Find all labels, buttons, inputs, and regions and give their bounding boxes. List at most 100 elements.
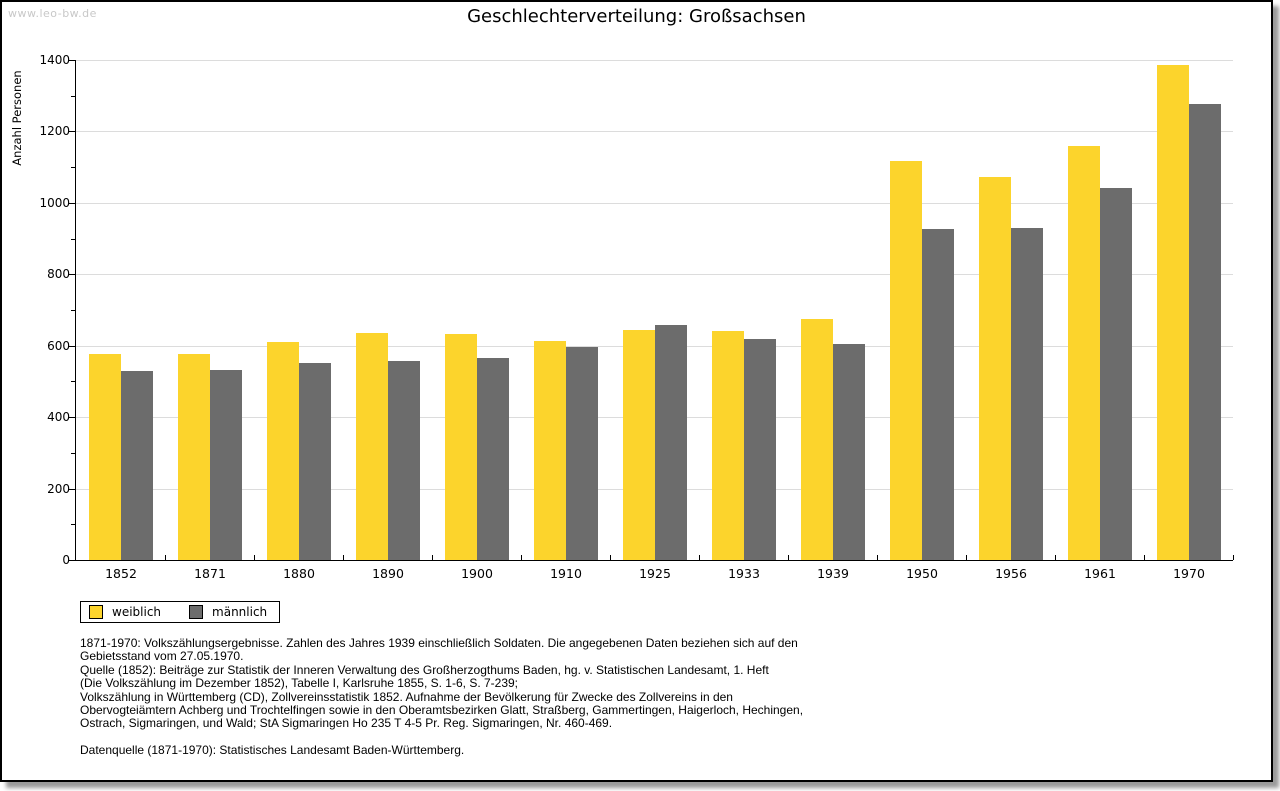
y-tick-label-0: 0 (62, 553, 70, 567)
bar-männlich-1950 (922, 229, 954, 560)
x-tick-10 (966, 555, 967, 560)
y-tick-400 (68, 417, 75, 418)
y-tick-600 (68, 346, 75, 347)
y-tick-label-200: 200 (47, 482, 70, 496)
y-minor-tick-300 (71, 453, 75, 454)
gridline-800 (76, 274, 1233, 275)
bar-weiblich-1900 (445, 334, 477, 560)
bar-männlich-1956 (1011, 228, 1043, 560)
bar-männlich-1970 (1189, 104, 1221, 560)
bar-weiblich-1933 (712, 331, 744, 560)
bar-männlich-1910 (566, 347, 598, 560)
footnote-line: Obervogteiämtern Achberg und Trochtelfin… (80, 703, 804, 718)
bar-weiblich-1961 (1068, 146, 1100, 560)
bar-weiblich-1852 (89, 354, 121, 560)
gridline-1200 (76, 131, 1233, 132)
bar-weiblich-1925 (623, 330, 655, 560)
y-tick-label-600: 600 (47, 339, 70, 353)
x-label-1852: 1852 (105, 566, 137, 581)
footnote-line: Ostrach, Sigmaringen, und Wald; StA Sigm… (80, 716, 613, 731)
bar-weiblich-1871 (178, 354, 210, 560)
footnote-line (80, 731, 940, 744)
y-tick-label-400: 400 (47, 410, 70, 424)
x-label-1925: 1925 (639, 566, 671, 581)
x-tick-2 (254, 555, 255, 560)
bar-weiblich-1890 (356, 333, 388, 560)
x-tick-3 (343, 555, 344, 560)
x-tick-13 (1233, 555, 1234, 560)
y-tick-200 (68, 489, 75, 490)
bar-männlich-1852 (121, 371, 153, 560)
x-tick-5 (521, 555, 522, 560)
y-minor-tick-500 (71, 381, 75, 382)
x-tick-9 (877, 555, 878, 560)
bar-weiblich-1939 (801, 319, 833, 560)
bar-weiblich-1950 (890, 161, 922, 560)
x-tick-6 (610, 555, 611, 560)
legend-label-weiblich: weiblich (112, 605, 162, 619)
bar-männlich-1880 (299, 363, 331, 560)
x-label-1890: 1890 (372, 566, 404, 581)
legend-swatch-männlich (189, 605, 204, 619)
bar-männlich-1939 (833, 344, 865, 560)
y-minor-tick-700 (71, 310, 75, 311)
y-tick-1200 (68, 131, 75, 132)
bar-weiblich-1970 (1157, 65, 1189, 560)
legend-label-männlich: männlich (212, 605, 268, 619)
y-tick-1000 (68, 203, 75, 204)
footnote-line: 1871-1970: Volkszählungsergebnisse. Zahl… (80, 636, 798, 650)
bar-männlich-1900 (477, 358, 509, 560)
x-label-1880: 1880 (283, 566, 315, 581)
y-tick-1400 (68, 60, 75, 61)
gridline-1000 (76, 203, 1233, 204)
bar-weiblich-1880 (267, 342, 299, 560)
y-tick-label-1200: 1200 (39, 124, 70, 138)
x-label-1956: 1956 (995, 566, 1027, 581)
x-tick-7 (699, 555, 700, 560)
legend-item-weiblich: weiblich (89, 605, 161, 619)
footnote-line: Gebietsstand vom 27.05.1970. (80, 649, 244, 664)
x-label-1939: 1939 (817, 566, 849, 581)
x-tick-1 (165, 555, 166, 560)
y-minor-tick-900 (71, 239, 75, 240)
legend-swatch-weiblich (89, 605, 103, 619)
x-label-1970: 1970 (1173, 566, 1205, 581)
bar-männlich-1871 (210, 370, 242, 560)
y-tick-800 (68, 274, 75, 275)
bar-weiblich-1956 (979, 177, 1011, 560)
bar-männlich-1925 (655, 325, 687, 560)
x-tick-4 (432, 555, 433, 560)
x-tick-11 (1055, 555, 1056, 560)
x-label-1961: 1961 (1084, 566, 1116, 581)
footnotes: 1871-1970: Volkszählungsergebnisse. Zahl… (80, 636, 940, 758)
y-tick-label-1400: 1400 (39, 53, 70, 67)
bar-männlich-1890 (388, 361, 420, 560)
y-minor-tick-1100 (71, 167, 75, 168)
y-minor-tick-100 (71, 524, 75, 525)
footnote-line: Datenquelle (1871-1970): Statistisches L… (80, 743, 465, 758)
legend-item-männlich: männlich (189, 605, 267, 619)
footnote-line: Quelle (1852): Beiträge zur Statistik de… (80, 662, 769, 677)
legend: weiblich männlich (80, 601, 281, 623)
chart-title: Geschlechterverteilung: Großsachsen (467, 6, 806, 27)
y-tick-label-800: 800 (47, 267, 70, 281)
plot-area: 0 200 400 600 800 1000 1200 1400 1852 1871 1880 189… (39, 53, 1234, 581)
y-tick-0 (68, 560, 75, 561)
x-tick-12 (1144, 555, 1145, 560)
footnote-line: (Die Volkszählung im Dezember 1852), Tab… (80, 676, 519, 691)
x-label-1910: 1910 (550, 566, 582, 581)
y-minor-tick-1300 (71, 96, 75, 97)
x-label-1933: 1933 (728, 566, 760, 581)
x-label-1871: 1871 (194, 566, 226, 581)
bar-weiblich-1910 (534, 341, 566, 560)
footnote-line: Volkszählung in Württemberg (CD), Zollve… (80, 689, 733, 704)
y-tick-label-1000: 1000 (39, 196, 70, 210)
gridline-1400 (76, 60, 1233, 61)
bar-männlich-1961 (1100, 188, 1132, 560)
bar-männlich-1933 (744, 339, 776, 560)
x-tick-8 (788, 555, 789, 560)
x-label-1950: 1950 (906, 566, 938, 581)
watermark: www.leo-bw.de (8, 7, 97, 20)
x-label-1900: 1900 (461, 566, 493, 581)
